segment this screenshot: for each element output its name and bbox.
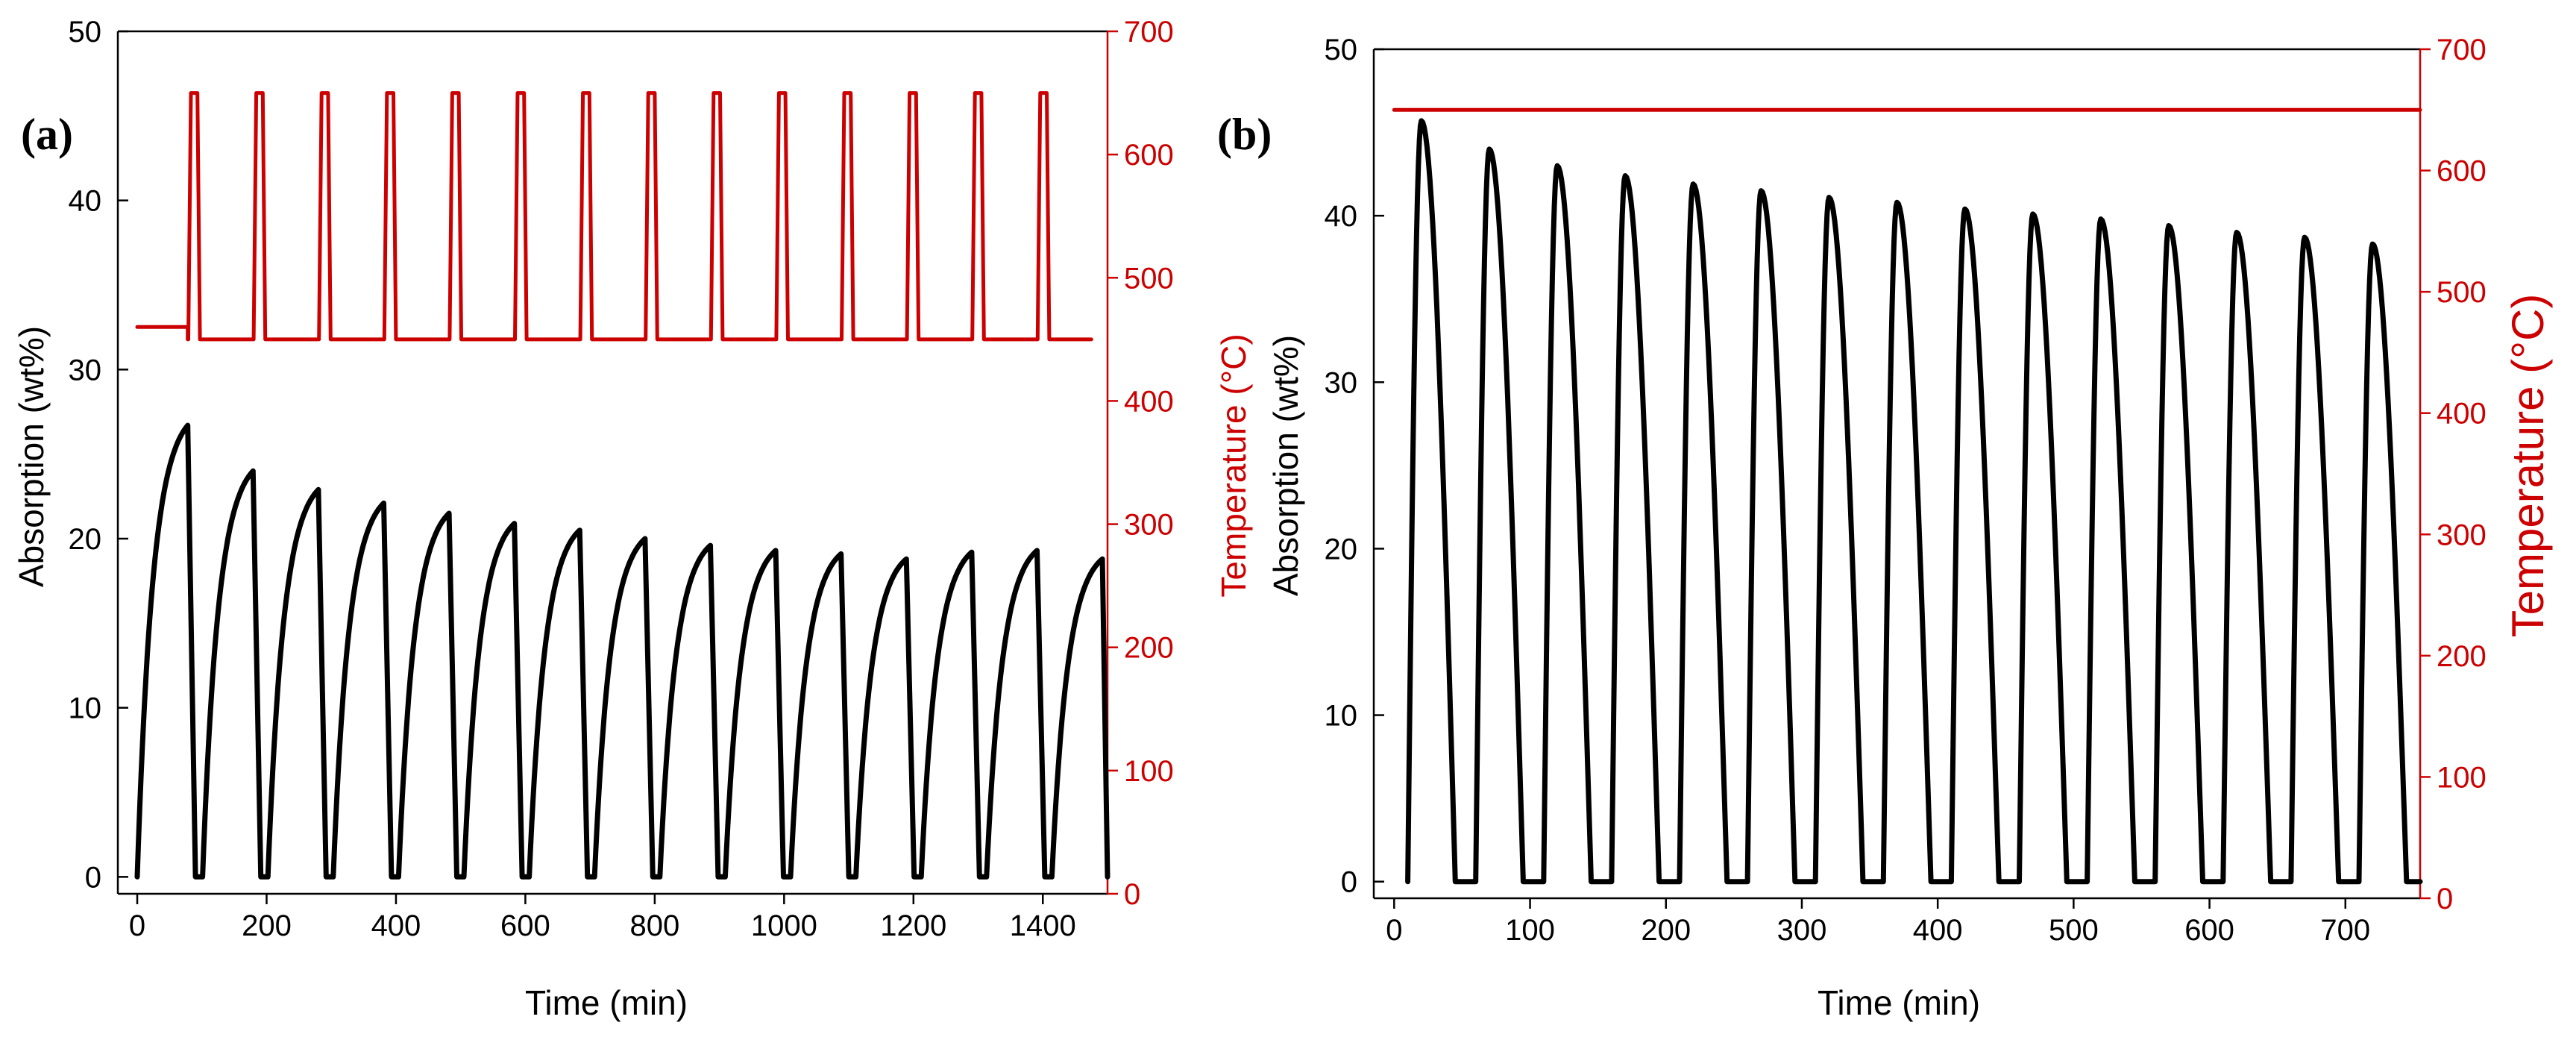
panel-a-x-tick-label: 1400 xyxy=(1010,909,1076,942)
panel-b-x-tick-label: 200 xyxy=(1641,914,1691,947)
panel-a-right-tick-label: 100 xyxy=(1124,755,1174,788)
panel-b-x-axis-title: Time (min) xyxy=(1818,983,1980,1022)
panel-b-x-tick-label: 400 xyxy=(1913,914,1963,947)
panel-a-right-axis-title: Temperature (°C) xyxy=(1214,333,1253,597)
panel-b-right-tick-label: 0 xyxy=(2437,883,2453,915)
panel-b-x-tick-label: 300 xyxy=(1777,914,1827,947)
panel-b-absorption-series-line xyxy=(1405,118,2423,885)
panel-b-right-axis-title: Temperature (°C) xyxy=(2503,294,2553,638)
panel-a-x-tick-label: 600 xyxy=(500,909,550,942)
panel-b-left-tick-label: 40 xyxy=(1325,200,1358,233)
panel-a-left-axis-title: Absorption (wt%) xyxy=(12,326,51,587)
panel-b-right-tick-label: 500 xyxy=(2437,276,2487,309)
panel-a-x-tick-label: 400 xyxy=(371,909,421,942)
panel-a-left-tick-label: 50 xyxy=(69,16,102,48)
panel-a-left-tick-label: 30 xyxy=(69,354,102,386)
panel-b-left-tick-label: 30 xyxy=(1325,366,1358,399)
panel-b-left-tick-label: 20 xyxy=(1325,533,1358,566)
panel-a-x-tick-label: 800 xyxy=(630,909,680,942)
panel-a-left-tick-label: 0 xyxy=(85,861,101,894)
panel-a-right-tick-label: 0 xyxy=(1124,878,1140,911)
panel-a-x-tick-label: 1200 xyxy=(880,909,946,942)
panel-b-label: (b) xyxy=(1217,110,1272,159)
panel-a-left-tick-label: 40 xyxy=(69,185,102,218)
panel-a-right-tick-label: 500 xyxy=(1124,262,1174,295)
panel-b-right-tick-label: 200 xyxy=(2437,640,2487,673)
panel-a-right-tick-label: 200 xyxy=(1124,632,1174,665)
panel-b-x-tick-label: 500 xyxy=(2049,914,2099,947)
panel-b-left-axis-title: Absorption (wt%) xyxy=(1266,335,1305,596)
panel-b-x-tick-label: 0 xyxy=(1386,914,1402,947)
panel-b-right-tick-label: 700 xyxy=(2437,34,2487,66)
panel-b-right-tick-label: 400 xyxy=(2437,398,2487,430)
panel-a-left-tick-label: 10 xyxy=(69,692,102,725)
panel-b-x-tick-label: 100 xyxy=(1505,914,1555,947)
panel-b-left-tick-label: 0 xyxy=(1341,866,1357,899)
panel-a-right-tick-label: 700 xyxy=(1124,16,1174,48)
panel-a-x-tick-label: 0 xyxy=(129,909,145,942)
panel-b-left-tick-label: 50 xyxy=(1325,34,1358,66)
panel-a-right-tick-label: 300 xyxy=(1124,509,1174,542)
panel-a-left-tick-label: 20 xyxy=(69,523,102,556)
panel-a-temperature-series-line xyxy=(135,91,1093,342)
panel-a-x-axis-title: Time (min) xyxy=(525,983,688,1022)
panel-a-absorption-series-line xyxy=(134,422,1110,880)
panel-a-x-tick-label: 200 xyxy=(242,909,292,942)
panel-b-left-tick-label: 10 xyxy=(1325,700,1358,733)
panel-a-label: (a) xyxy=(21,110,73,159)
panel-a-x-tick-label: 1000 xyxy=(751,909,817,942)
panel-b-x-tick-label: 700 xyxy=(2320,914,2370,947)
panel-a-right-tick-label: 600 xyxy=(1124,139,1174,172)
panel-b-right-tick-label: 100 xyxy=(2437,761,2487,794)
panel-b-right-tick-label: 300 xyxy=(2437,519,2487,551)
panel-b-x-tick-label: 600 xyxy=(2184,914,2234,947)
panel-b-right-tick-label: 600 xyxy=(2437,155,2487,188)
panel-a-right-tick-label: 400 xyxy=(1124,385,1174,418)
